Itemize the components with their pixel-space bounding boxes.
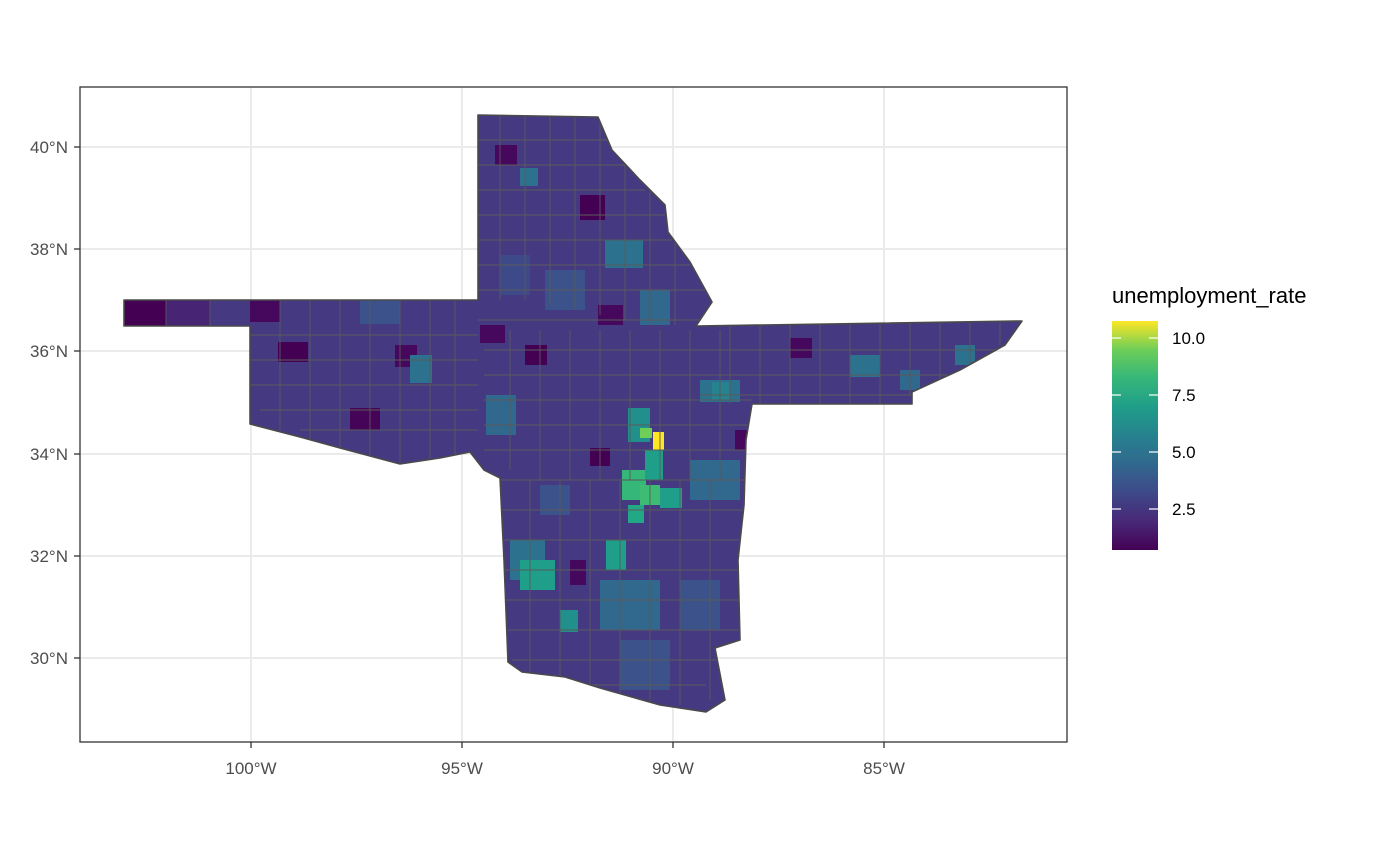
county-teal <box>712 382 730 400</box>
county-mid <box>955 345 975 365</box>
county-dark <box>278 342 308 362</box>
county-mid <box>680 580 720 630</box>
county-mid <box>410 355 432 383</box>
y-tick-label: 40°N <box>30 138 68 157</box>
county-dark <box>250 300 280 322</box>
county-dark <box>790 338 812 358</box>
legend-colorbar <box>1112 321 1158 550</box>
legend-label: 7.5 <box>1172 386 1196 405</box>
county-choropleth <box>123 114 1023 713</box>
y-axis: 40°N 38°N 36°N 34°N 32°N 30°N <box>30 138 80 668</box>
county-mid <box>605 240 643 268</box>
county-mid <box>486 395 516 435</box>
y-tick-label: 32°N <box>30 547 68 566</box>
x-tick-label: 100°W <box>225 759 276 778</box>
county-teal <box>560 610 578 632</box>
county-dark <box>525 345 547 365</box>
county-dark <box>570 560 586 585</box>
x-tick-label: 95°W <box>441 759 483 778</box>
county-teal <box>628 505 644 523</box>
legend: unemployment_rate 10.0 7.5 5.0 2.5 <box>1112 283 1306 550</box>
county-teal <box>660 488 682 508</box>
legend-title: unemployment_rate <box>1112 283 1306 308</box>
legend-label: 10.0 <box>1172 329 1205 348</box>
county-teal <box>520 560 555 590</box>
county-mid <box>640 290 670 325</box>
county-dark <box>480 325 505 343</box>
x-tick-label: 90°W <box>652 759 694 778</box>
legend-label: 2.5 <box>1172 500 1196 519</box>
county-teal <box>645 450 663 480</box>
y-tick-label: 30°N <box>30 649 68 668</box>
county-dark <box>580 195 605 220</box>
county-mid <box>500 255 530 295</box>
county-fills <box>124 115 1010 705</box>
legend-ticks <box>1112 337 1158 510</box>
county-mid <box>520 168 538 186</box>
county-mid <box>620 640 670 690</box>
county-max <box>653 432 664 450</box>
county-mid <box>600 580 660 630</box>
y-tick-label: 36°N <box>30 342 68 361</box>
x-tick-label: 85°W <box>863 759 905 778</box>
county-teal <box>606 540 626 570</box>
county-dark <box>166 300 210 326</box>
y-tick-label: 38°N <box>30 240 68 259</box>
y-tick-label: 34°N <box>30 445 68 464</box>
county-dark <box>350 408 380 430</box>
county-teal <box>640 428 652 438</box>
county-mid <box>540 485 570 515</box>
panel-border <box>79 86 1068 743</box>
county-dark <box>495 145 517 165</box>
land-base <box>124 115 1022 712</box>
county-boundaries <box>124 115 1010 705</box>
region-outline <box>123 114 1023 713</box>
county-mid <box>360 300 400 324</box>
county-mid <box>850 355 880 377</box>
county-dark <box>598 305 623 325</box>
county-dark <box>124 300 166 326</box>
x-axis: 100°W 95°W 90°W 85°W <box>225 742 905 778</box>
legend-label: 5.0 <box>1172 443 1196 462</box>
